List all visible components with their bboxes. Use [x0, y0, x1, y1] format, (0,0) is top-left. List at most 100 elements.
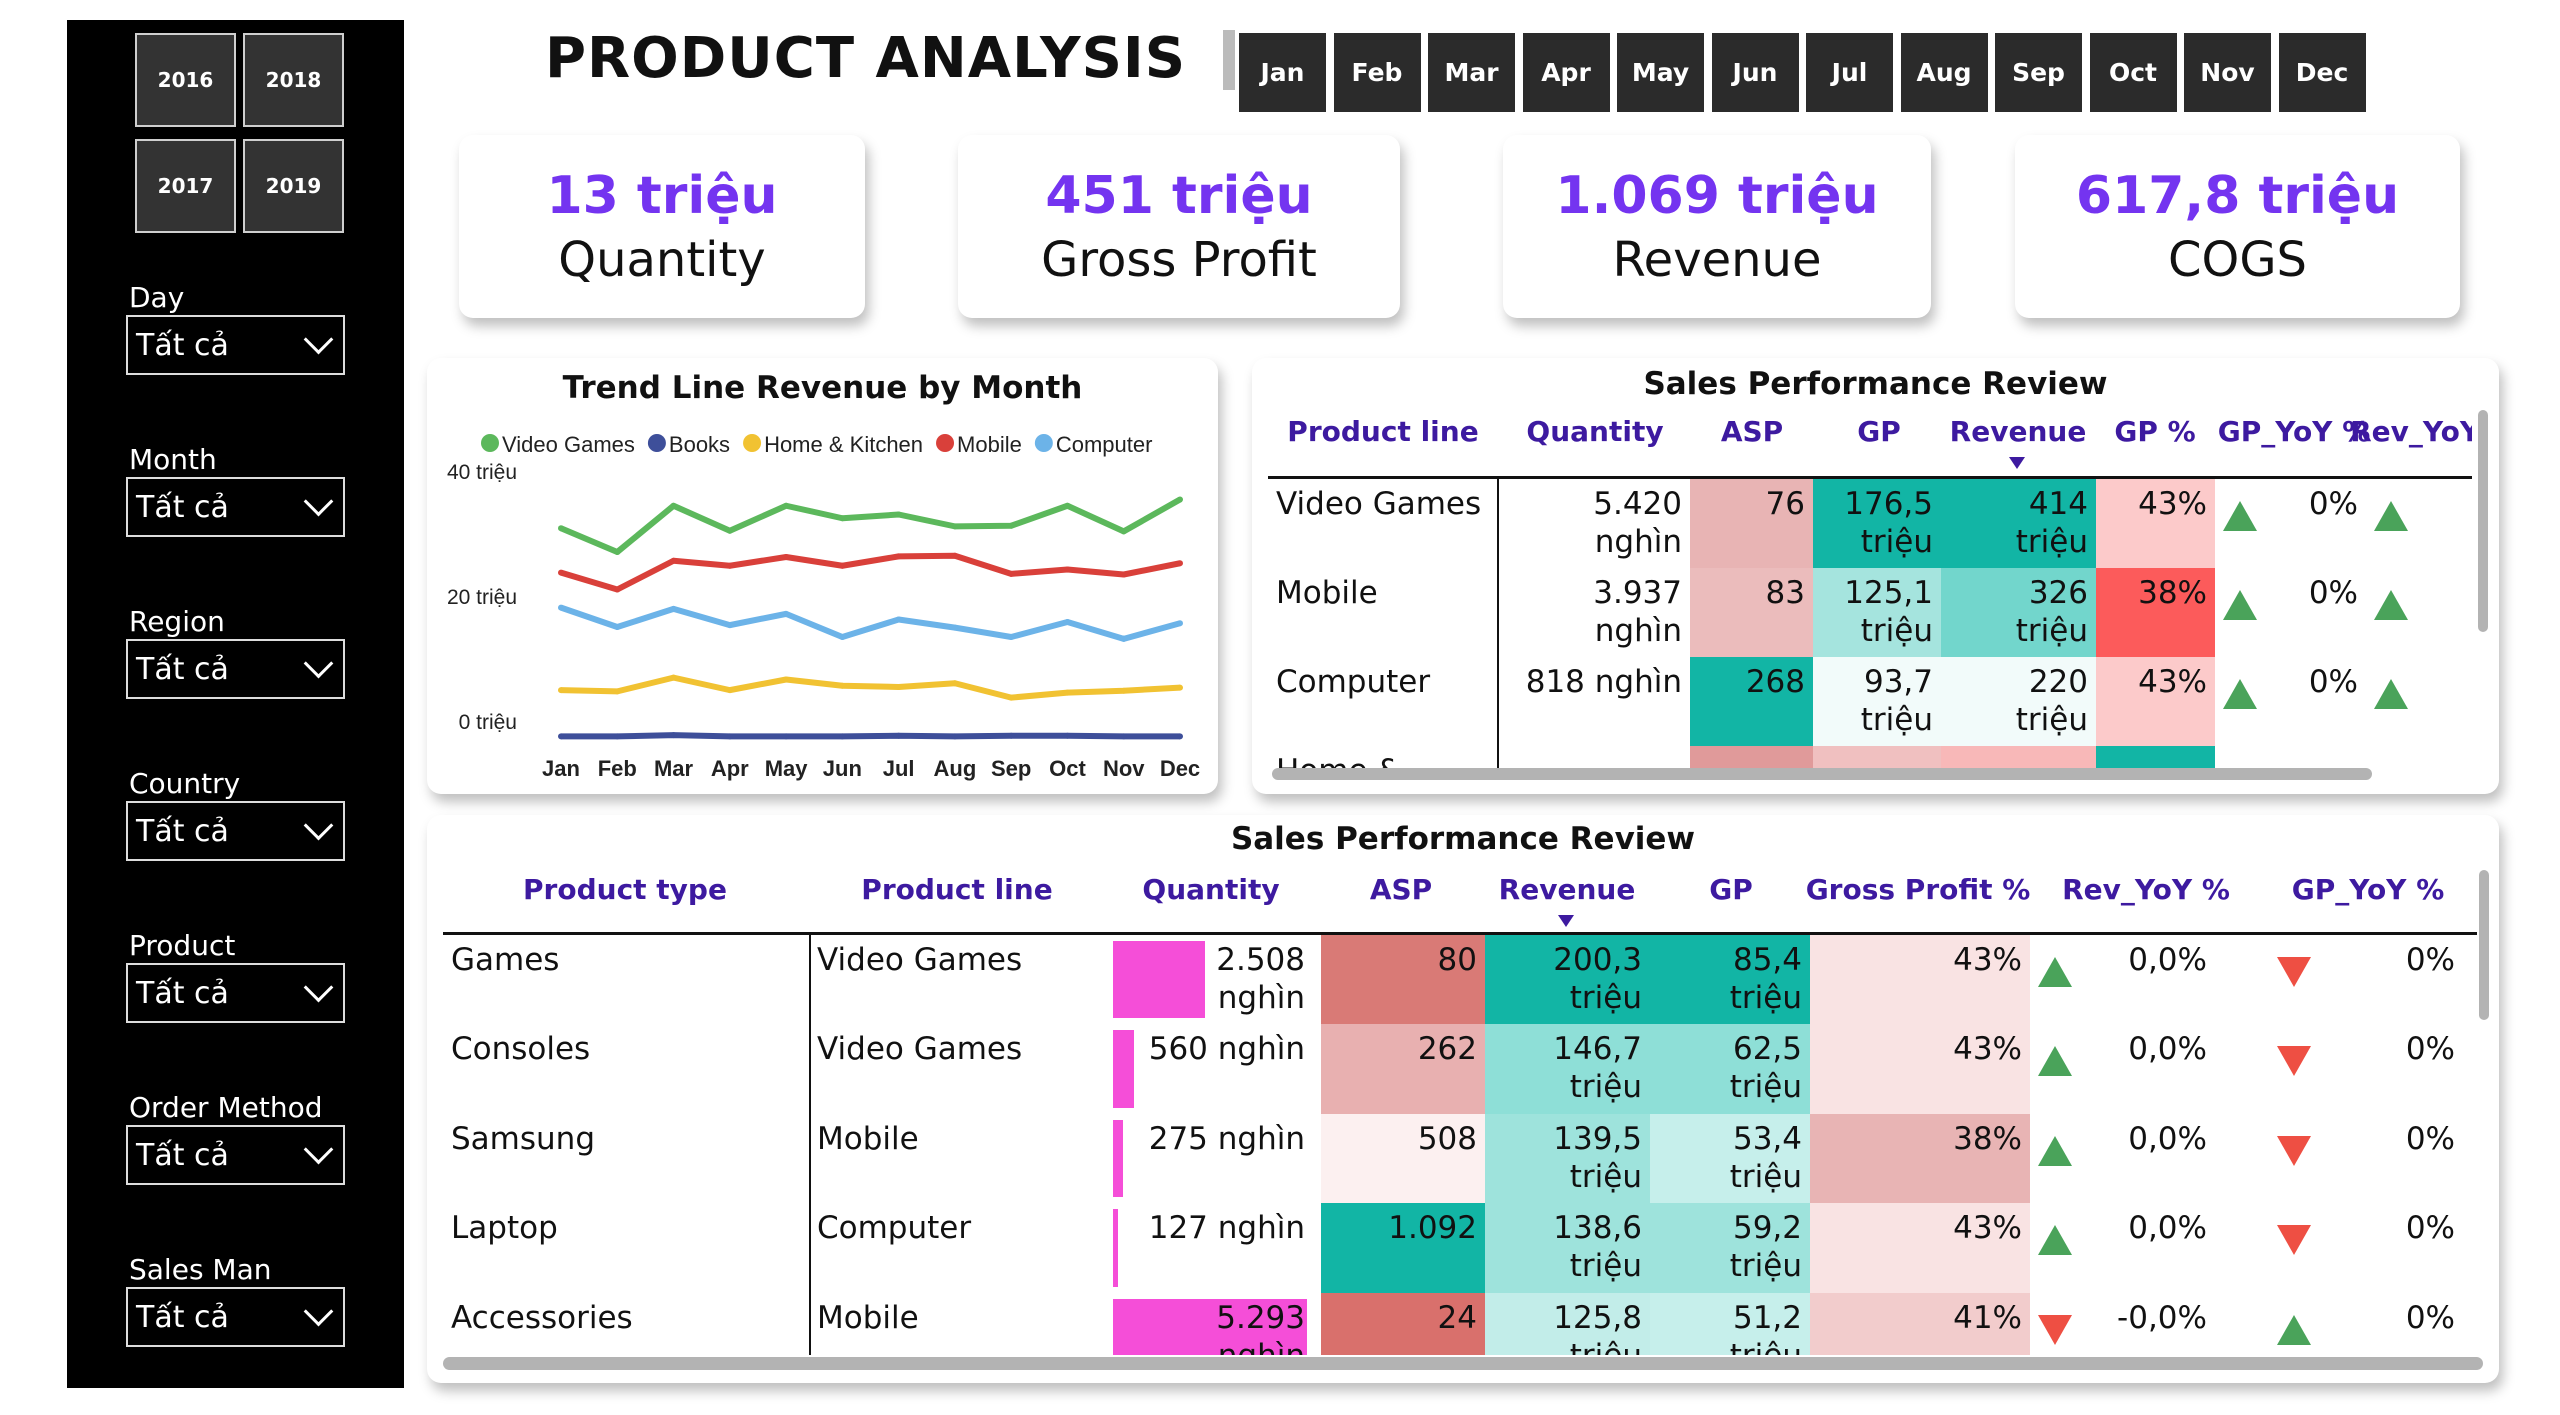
- table-cell: [1690, 746, 1813, 768]
- column-divider: [1497, 476, 1499, 768]
- kpi-cogs: 617,8 triệu COGS: [2015, 135, 2460, 318]
- cell-text: 560 nghìn: [1148, 1031, 1305, 1068]
- triangle-down-icon: [2277, 1225, 2311, 1256]
- table-row[interactable]: Accessories Mobile 5.293 nghìn 24 125,8 triệ…: [427, 1292, 2477, 1355]
- month-button-sep[interactable]: Sep: [1995, 33, 2082, 112]
- header-divider: [443, 932, 2477, 935]
- column-header-asp[interactable]: ASP: [1369, 873, 1433, 906]
- table-row[interactable]: Video Games 5.420 nghìn 76 176,5 triệu 414 t…: [1252, 479, 2472, 568]
- month-button-feb[interactable]: Feb: [1333, 33, 1421, 112]
- cell-text: 200,3 triệu: [1553, 942, 1642, 1016]
- cell-text: 0%: [2308, 575, 2358, 611]
- column-header-revenue[interactable]: Revenue: [1949, 415, 2087, 448]
- table-row[interactable]: Computer 818 nghìn 268 93,7 triệu 220 triệu 4…: [1252, 657, 2472, 746]
- day-dropdown[interactable]: Tất cả: [126, 315, 345, 375]
- table-row[interactable]: Samsung Mobile 275 nghìn 508 139,5 triệu 53,4…: [427, 1113, 2477, 1204]
- month-button-jul[interactable]: Jul: [1806, 33, 1893, 112]
- table-cell: 5.420 nghìn: [1497, 479, 1690, 568]
- series-line-video-games: [559, 496, 1182, 555]
- table-cell: 5.293 nghìn: [1113, 1293, 1313, 1355]
- column-header-gp[interactable]: GP %: [2114, 415, 2196, 448]
- table-cell: 414 triệu: [1941, 479, 2096, 568]
- year-2017-button[interactable]: 2017: [135, 139, 236, 233]
- column-header-gp[interactable]: GP: [1709, 873, 1753, 906]
- table-cell: 262: [1321, 1024, 1485, 1114]
- sort-descending-icon[interactable]: [2009, 457, 2025, 469]
- chevron-down-icon: [303, 810, 334, 841]
- region-dropdown[interactable]: Tất cả: [126, 639, 345, 699]
- data-point-mobile: [951, 552, 958, 559]
- order-method-dropdown[interactable]: Tất cả: [126, 1125, 345, 1185]
- data-point-video-games: [1177, 496, 1183, 503]
- data-point-computer: [614, 624, 621, 630]
- series-line-books: [561, 732, 1180, 740]
- sort-descending-icon[interactable]: [1558, 915, 1574, 927]
- cell-text: Games: [451, 942, 560, 978]
- month-button-nov[interactable]: Nov: [2184, 33, 2271, 112]
- month-button-may[interactable]: May: [1617, 33, 1704, 112]
- cell-text: Computer: [817, 1210, 972, 1247]
- month-button-dec[interactable]: Dec: [2278, 33, 2366, 112]
- month-filter-label: Month: [129, 443, 217, 476]
- column-header-quantity[interactable]: Quantity: [1526, 415, 1664, 448]
- month-button-oct[interactable]: Oct: [2089, 33, 2177, 112]
- data-point-books: [558, 733, 564, 740]
- column-header-gp[interactable]: GP: [1857, 415, 1901, 448]
- table-row[interactable]: Home & Kitchen: [1252, 746, 2472, 768]
- column-header-rev_yoy[interactable]: Rev_YoY %: [2062, 873, 2230, 906]
- data-point-computer: [558, 604, 564, 611]
- table-cell: 43%: [1810, 935, 2030, 1025]
- month-button-jun[interactable]: Jun: [1711, 33, 1799, 112]
- month-button-aug[interactable]: Aug: [1900, 33, 1988, 112]
- table-cell: 51,2 triệu: [1650, 1292, 1810, 1355]
- cell-text: 220 triệu: [2015, 664, 2088, 738]
- column-header-gp_yoy[interactable]: GP_YoY %: [2217, 415, 2371, 448]
- month-slicer-handle[interactable]: [1223, 30, 1235, 90]
- table-cell: Mobile: [1268, 568, 1497, 657]
- year-2018-button[interactable]: 2018: [243, 33, 344, 127]
- column-header-product-type[interactable]: Product type: [523, 873, 727, 906]
- column-header-product-line[interactable]: Product line: [861, 873, 1053, 906]
- data-point-computer: [726, 622, 733, 629]
- sales-man-dropdown[interactable]: Tất cả: [126, 1287, 345, 1347]
- country-dropdown[interactable]: Tất cả: [126, 801, 345, 861]
- data-point-books: [1177, 733, 1183, 740]
- cell-text: Samsung: [451, 1120, 595, 1157]
- column-header-revenue[interactable]: Revenue: [1498, 873, 1636, 906]
- horizontal-scrollbar[interactable]: [443, 1357, 2483, 1370]
- column-header-rev_yoy[interactable]: Rev_YoY %: [2350, 415, 2472, 448]
- month-button-apr[interactable]: Apr: [1522, 33, 1610, 112]
- column-header-product-line[interactable]: Product line: [1287, 415, 1479, 448]
- month-dropdown[interactable]: Tất cả: [126, 477, 345, 537]
- header-divider: [1268, 476, 2472, 479]
- kpi-revenue: 1.069 triệu Revenue: [1503, 135, 1931, 318]
- product-dropdown[interactable]: Tất cả: [126, 963, 345, 1023]
- data-point-computer: [951, 624, 958, 631]
- day-filter-label: Day: [129, 281, 185, 314]
- table-row[interactable]: Mobile 3.937 nghìn 83 125,1 triệu 326 triệu 3…: [1252, 568, 2472, 657]
- vertical-scrollbar[interactable]: [2478, 410, 2488, 632]
- month-button-jan[interactable]: Jan: [1239, 33, 1326, 112]
- table-row[interactable]: Consoles Video Games 560 nghìn 262 146,7 tri…: [427, 1024, 2477, 1114]
- column-header-gp_yoy[interactable]: GP_YoY %: [2291, 873, 2445, 906]
- triangle-up-icon: [2038, 1046, 2072, 1077]
- order-method-filter-label: Order Method: [129, 1091, 323, 1124]
- column-header-quantity[interactable]: Quantity: [1142, 873, 1280, 906]
- table-cell: 146,7 triệu: [1485, 1024, 1650, 1114]
- page-title: PRODUCT ANALYSIS: [545, 26, 1187, 91]
- year-2019-button[interactable]: 2019: [243, 139, 344, 233]
- data-point-home-kitchen: [558, 687, 564, 694]
- column-header-asp[interactable]: ASP: [1720, 415, 1784, 448]
- horizontal-scrollbar[interactable]: [1272, 768, 2372, 780]
- table-cell: 43%: [2096, 479, 2215, 568]
- column-header-gross-profit[interactable]: Gross Profit %: [1805, 873, 2031, 906]
- data-point-mobile: [1120, 571, 1127, 578]
- vertical-scrollbar[interactable]: [2479, 870, 2489, 1020]
- data-point-video-games: [670, 502, 677, 509]
- month-button-mar[interactable]: Mar: [1428, 33, 1515, 112]
- table-cell: Samsung: [443, 1114, 809, 1203]
- table-cell: 275 nghìn: [1113, 1114, 1313, 1203]
- year-2016-button[interactable]: 2016: [135, 33, 236, 127]
- table-row[interactable]: Games Video Games 2.508 nghìn 80 200,3 triệu…: [427, 935, 2477, 1025]
- table-row[interactable]: Laptop Computer 127 nghìn 1.092 138,6 triệu 5…: [427, 1203, 2477, 1293]
